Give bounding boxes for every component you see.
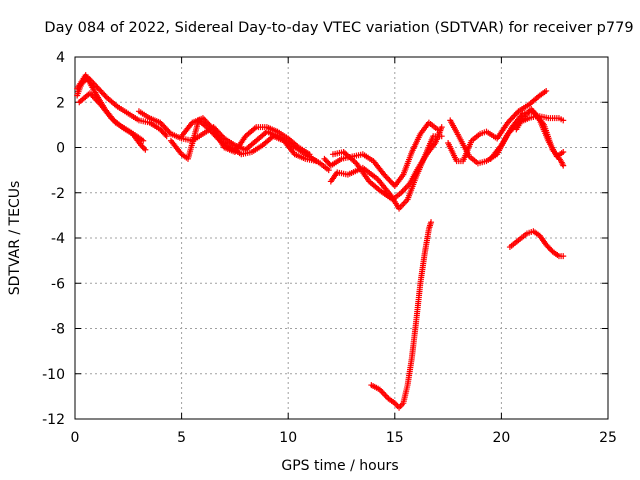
- y-axis-label: SDTVAR / TECUs: [7, 181, 23, 296]
- data-point: [438, 124, 445, 131]
- chart-title: Day 084 of 2022, Sidereal Day-to-day VTE…: [44, 20, 633, 36]
- series-track-d: [135, 108, 332, 174]
- y-tick-label: -8: [51, 322, 65, 338]
- gridlines: [75, 57, 608, 419]
- data-point: [560, 117, 567, 124]
- data-point: [543, 87, 550, 94]
- data-point: [306, 151, 313, 158]
- y-tick-label: -12: [42, 412, 65, 428]
- data-point: [560, 149, 567, 156]
- x-axis-label: GPS time / hours: [281, 458, 398, 474]
- y-tick-label: -4: [51, 231, 65, 247]
- series-track-n: [368, 219, 435, 411]
- data-point: [325, 167, 332, 174]
- data-point: [162, 131, 169, 138]
- y-tick-label: -10: [42, 367, 65, 383]
- data-point: [560, 253, 567, 260]
- data-points: [74, 72, 567, 411]
- data-point: [142, 146, 149, 153]
- series-track-h: [327, 133, 445, 212]
- x-tick-label: 20: [492, 430, 510, 446]
- series-track-f: [178, 115, 313, 158]
- y-tick-label: -2: [51, 186, 65, 202]
- y-tick-label: 0: [56, 141, 65, 157]
- y-tick-label: 4: [56, 50, 65, 66]
- series-track-i: [329, 124, 445, 203]
- x-tick-label: 15: [386, 430, 404, 446]
- y-tick-label: -6: [51, 276, 65, 292]
- series-track-o: [506, 228, 567, 260]
- data-point: [140, 137, 147, 144]
- x-tick-label: 25: [599, 430, 617, 446]
- data-point: [163, 133, 170, 140]
- x-tick-label: 0: [71, 430, 80, 446]
- series-track-m: [513, 106, 567, 160]
- data-point: [312, 158, 319, 165]
- y-tick-label: 2: [56, 95, 65, 111]
- x-tick-label: 10: [279, 430, 297, 446]
- x-tick-label: 5: [177, 430, 186, 446]
- data-point: [428, 219, 435, 226]
- series-track-c: [76, 90, 149, 153]
- series-track-g: [321, 119, 441, 189]
- data-point: [560, 162, 567, 169]
